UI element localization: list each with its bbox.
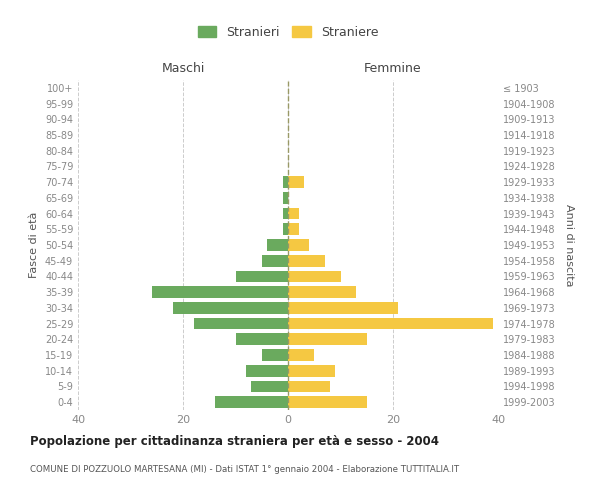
- Text: Femmine: Femmine: [364, 62, 422, 76]
- Bar: [173, 302, 288, 314]
- Text: Maschi: Maschi: [161, 62, 205, 76]
- Bar: [288, 365, 335, 376]
- Bar: [283, 192, 288, 204]
- Bar: [288, 380, 330, 392]
- Text: Popolazione per cittadinanza straniera per età e sesso - 2004: Popolazione per cittadinanza straniera p…: [30, 435, 439, 448]
- Bar: [288, 302, 398, 314]
- Bar: [151, 286, 288, 298]
- Bar: [288, 239, 309, 251]
- Bar: [288, 208, 299, 220]
- Bar: [288, 318, 493, 330]
- Bar: [288, 255, 325, 266]
- Bar: [262, 255, 288, 266]
- Bar: [267, 239, 288, 251]
- Bar: [288, 334, 367, 345]
- Y-axis label: Fasce di età: Fasce di età: [29, 212, 39, 278]
- Bar: [235, 270, 288, 282]
- Bar: [262, 349, 288, 361]
- Bar: [193, 318, 288, 330]
- Y-axis label: Anni di nascita: Anni di nascita: [564, 204, 574, 286]
- Bar: [251, 380, 288, 392]
- Legend: Stranieri, Straniere: Stranieri, Straniere: [193, 20, 383, 44]
- Text: COMUNE DI POZZUOLO MARTESANA (MI) - Dati ISTAT 1° gennaio 2004 - Elaborazione TU: COMUNE DI POZZUOLO MARTESANA (MI) - Dati…: [30, 465, 459, 474]
- Bar: [288, 349, 314, 361]
- Bar: [288, 224, 299, 235]
- Bar: [215, 396, 288, 408]
- Bar: [283, 176, 288, 188]
- Bar: [288, 176, 304, 188]
- Bar: [283, 208, 288, 220]
- Bar: [288, 286, 356, 298]
- Bar: [235, 334, 288, 345]
- Bar: [283, 224, 288, 235]
- Bar: [288, 270, 341, 282]
- Bar: [288, 396, 367, 408]
- Bar: [246, 365, 288, 376]
